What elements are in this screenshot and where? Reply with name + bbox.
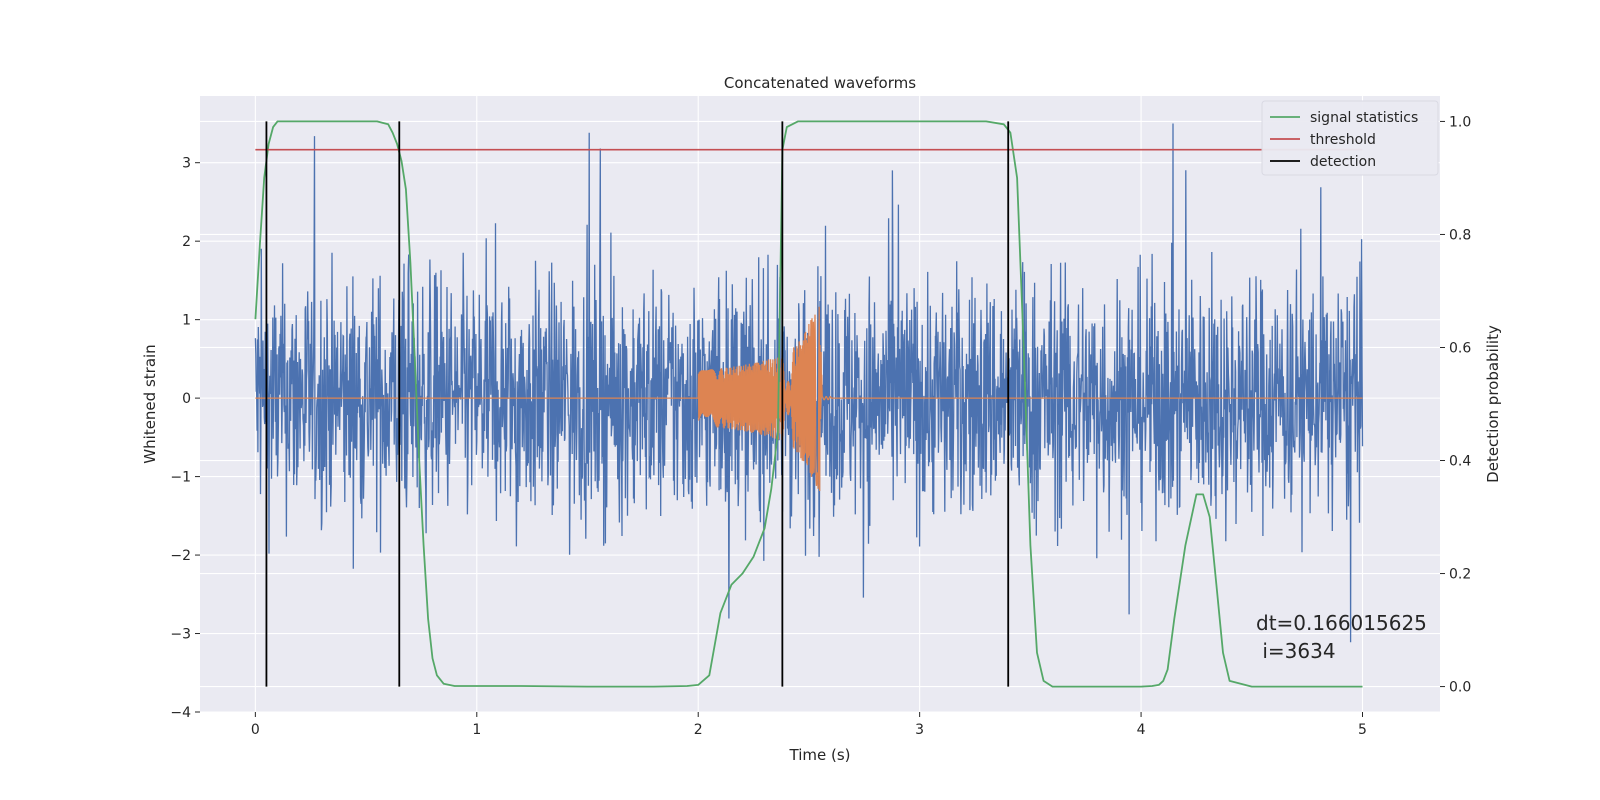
x-tick-label: 1 (472, 722, 481, 738)
template-series (255, 306, 1363, 492)
detection-series (265, 121, 1010, 687)
y-axis-left-ticks: −4 −3 −2 −1 0 1 2 3 (170, 156, 200, 721)
template-line (255, 306, 1363, 492)
y-right-tick-label: 0.8 (1449, 227, 1471, 243)
annotation-i: i=3634 (1256, 639, 1336, 663)
chart-title: Concatenated waveforms (724, 74, 916, 92)
legend-box (1261, 100, 1439, 176)
legend-label-signal-statistics: signal statistics (1310, 110, 1418, 126)
y-left-tick-label: −2 (170, 548, 191, 564)
y-right-tick-label: 0.6 (1449, 340, 1471, 356)
x-tick-label: 4 (1137, 722, 1146, 738)
signal-statistics-series (254, 120, 1363, 688)
y-left-tick-label: 2 (182, 234, 191, 250)
x-axis-label: Time (s) (789, 746, 851, 764)
y-axis-right-ticks: 0.0 0.2 0.4 0.6 0.8 1.0 (1440, 114, 1471, 696)
x-tick-label: 0 (251, 722, 260, 738)
x-tick-label: 3 (915, 722, 924, 738)
legend-label-detection: detection (1310, 154, 1376, 170)
y-left-tick-label: −4 (170, 705, 191, 721)
x-tick-label: 2 (694, 722, 703, 738)
y-left-tick-label: 3 (182, 156, 191, 172)
y-right-tick-label: 0.2 (1449, 567, 1471, 583)
y-right-tick-label: 0.0 (1449, 680, 1471, 696)
annotation-dt: dt=0.166015625 (1256, 611, 1427, 635)
y-axis-right-label: Detection probability (1484, 325, 1502, 483)
y-right-tick-label: 1.0 (1449, 114, 1471, 130)
x-tick-label: 5 (1358, 722, 1367, 738)
y-left-tick-label: 0 (182, 391, 191, 407)
y-right-tick-label: 0.4 (1449, 454, 1471, 470)
signal-statistics-line (254, 120, 1363, 688)
y-left-tick-label: −1 (170, 470, 191, 486)
y-axis-left-label: Whitened strain (141, 344, 159, 463)
x-axis-ticks: 0 1 2 3 4 5 (251, 712, 1367, 738)
y-left-tick-label: −3 (170, 627, 191, 643)
y-left-tick-label: 1 (182, 313, 191, 329)
legend-label-threshold: threshold (1310, 132, 1376, 148)
legend: signal statistics threshold detection (1261, 100, 1439, 176)
